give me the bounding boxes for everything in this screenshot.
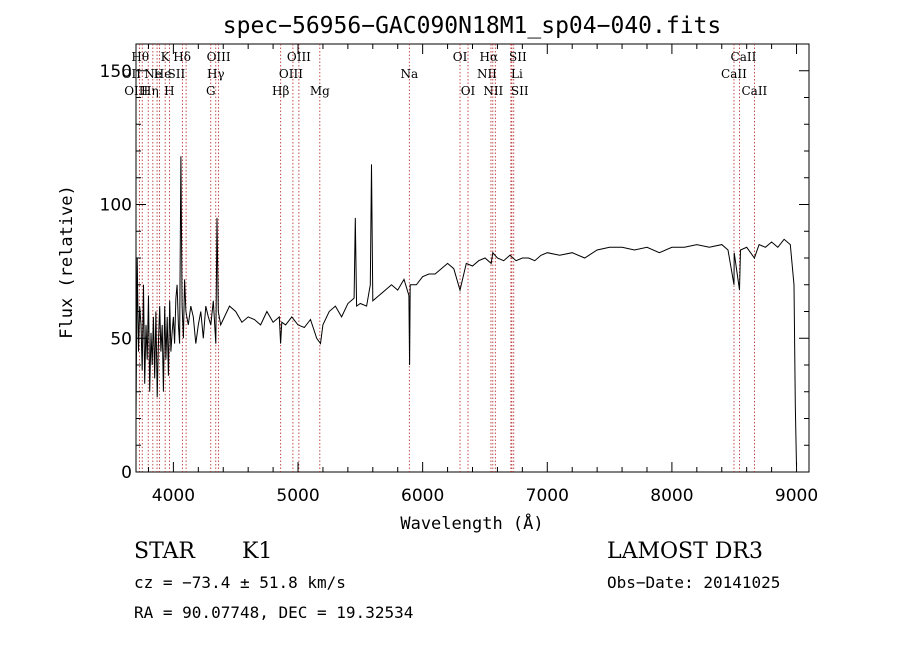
observation-date: Obs−Date: 20141025 bbox=[607, 573, 781, 592]
x-tick-label-3: 7000 bbox=[526, 486, 569, 506]
spectrum-series-line bbox=[135, 156, 797, 467]
line-label-13: Hβ bbox=[272, 84, 289, 98]
line-label-21: Hα bbox=[480, 50, 499, 64]
x-axis-label: Wavelength (Å) bbox=[400, 512, 543, 534]
line-label-19: OI bbox=[461, 84, 476, 98]
redshift-velocity: cz = −73.4 ± 51.8 km/s bbox=[134, 573, 346, 592]
line-label-16: Mg bbox=[310, 84, 330, 98]
line-label-24: SII bbox=[509, 50, 527, 64]
spectral-line-markers bbox=[138, 44, 755, 472]
survey-name: LAMOST DR3 bbox=[607, 539, 763, 564]
line-label-12: OIII bbox=[207, 50, 231, 64]
x-tick-label-0: 4000 bbox=[152, 486, 195, 506]
axis-tick-labels: 4000 5000 6000 7000 8000 9000 0 50 100 150 bbox=[100, 62, 819, 506]
line-label-3: Hη bbox=[141, 84, 159, 98]
line-label-18: OI bbox=[453, 50, 468, 64]
line-label-25: SII bbox=[511, 84, 529, 98]
line-label-5: He bbox=[154, 67, 172, 81]
y-axis-label: Flux (relative) bbox=[57, 185, 77, 339]
line-label-26: CaII bbox=[721, 67, 747, 81]
line-label-6: K bbox=[161, 50, 171, 64]
ra-dec-coordinates: RA = 90.07748, DEC = 19.32534 bbox=[134, 603, 414, 622]
axis-ticks bbox=[136, 44, 809, 473]
line-label-14: OIII bbox=[279, 67, 303, 81]
y-tick-label-2: 100 bbox=[100, 196, 132, 216]
chart-title: spec−56956−GAC090N18M1_sp04−040.fits bbox=[223, 13, 722, 39]
plot-frame bbox=[135, 43, 810, 473]
line-label-8: SII bbox=[168, 67, 186, 81]
line-label-20: NII bbox=[477, 67, 497, 81]
x-tick-label-2: 6000 bbox=[401, 486, 444, 506]
line-label-11: Hγ bbox=[207, 67, 225, 81]
line-label-22: NII bbox=[483, 84, 503, 98]
line-label-4: Ne bbox=[144, 67, 162, 81]
x-tick-label-5: 9000 bbox=[775, 486, 818, 506]
y-tick-label-3: 150 bbox=[100, 62, 132, 82]
y-tick-label-0: 0 bbox=[121, 463, 132, 483]
line-label-1: OIII bbox=[124, 84, 148, 98]
x-tick-label-1: 5000 bbox=[276, 486, 319, 506]
y-tick-label-1: 50 bbox=[110, 329, 132, 349]
line-label-7: H bbox=[164, 84, 174, 98]
line-label-23: Li bbox=[511, 67, 523, 81]
line-label-9: Hδ bbox=[173, 50, 191, 64]
line-label-10: G bbox=[206, 84, 216, 98]
object-subclass: K1 bbox=[242, 539, 273, 564]
x-tick-label-4: 8000 bbox=[650, 486, 693, 506]
line-label-2: Hθ bbox=[131, 50, 149, 64]
line-label-28: CaII bbox=[741, 84, 767, 98]
object-class: STAR bbox=[134, 539, 195, 564]
line-label-15: OIII bbox=[287, 50, 311, 64]
line-label-27: CaII bbox=[731, 50, 757, 64]
line-label-17: Na bbox=[400, 67, 418, 81]
